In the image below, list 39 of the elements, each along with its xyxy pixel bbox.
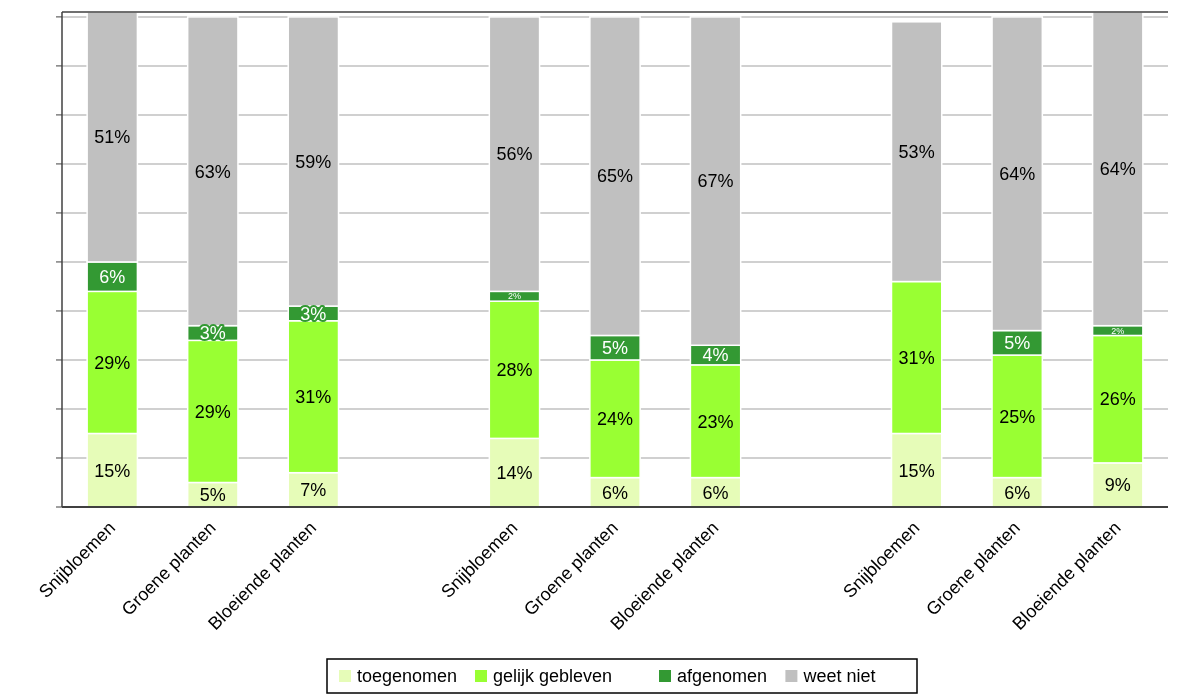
data-label: 3% <box>300 303 327 324</box>
data-label: 64% <box>999 164 1036 185</box>
data-label: 26% <box>1099 389 1136 410</box>
data-label: 14% <box>496 462 533 483</box>
data-label: 5% <box>199 485 226 506</box>
data-label: 6% <box>601 482 629 503</box>
data-label: 64% <box>1099 159 1136 180</box>
legend-label: afgenomen <box>677 666 768 687</box>
data-label: 2% <box>1111 325 1125 336</box>
data-label: 25% <box>999 406 1036 427</box>
data-label: 4% <box>702 345 729 366</box>
data-label: 28% <box>496 360 533 381</box>
data-label: 6% <box>702 482 729 503</box>
data-label: 9% <box>1104 475 1131 496</box>
data-label: 63% <box>194 161 231 182</box>
data-label: 29% <box>94 352 131 373</box>
data-label: 67% <box>697 171 734 192</box>
legend-label: weet niet <box>802 666 876 687</box>
data-label: 15% <box>94 460 131 481</box>
data-label: 53% <box>898 141 935 162</box>
data-label: 5% <box>601 338 629 359</box>
data-label: 3% <box>199 323 226 344</box>
data-label: 7% <box>300 480 327 501</box>
data-label: 59% <box>295 151 332 172</box>
data-label: 31% <box>295 387 332 408</box>
data-label: 29% <box>194 401 231 422</box>
legend-label: toegenomen <box>357 666 458 687</box>
data-label: 5% <box>1004 333 1031 354</box>
data-label: 65% <box>596 166 634 187</box>
data-label: 51% <box>94 127 131 148</box>
data-label: 24% <box>596 409 634 430</box>
data-label: 2% <box>507 291 521 302</box>
data-label: 15% <box>898 460 935 481</box>
data-label: 6% <box>99 266 126 287</box>
data-label: 6% <box>1004 482 1031 503</box>
data-label: 56% <box>496 144 533 165</box>
legend-label: gelijk gebleven <box>493 666 613 687</box>
data-label: 31% <box>898 347 935 368</box>
data-label: 23% <box>697 411 734 432</box>
